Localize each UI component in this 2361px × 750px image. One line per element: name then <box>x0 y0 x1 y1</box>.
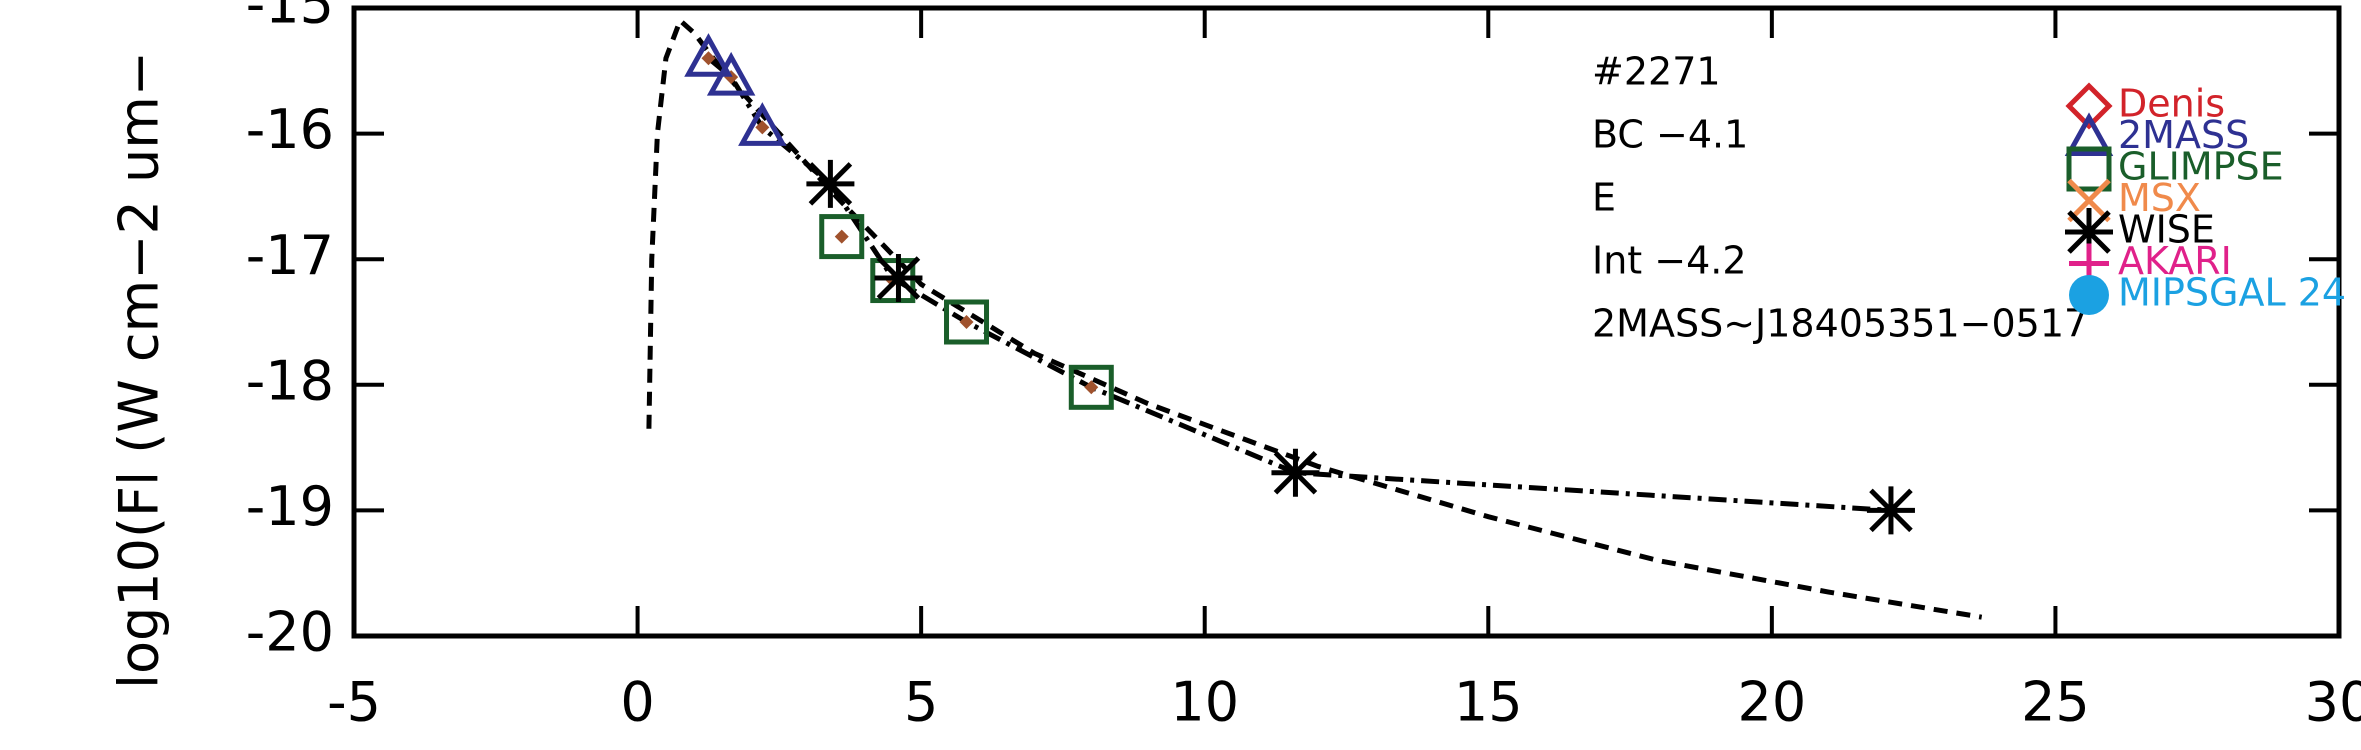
annotation: #2271 <box>1592 50 1721 94</box>
legend-label: 2MASS <box>2118 113 2249 157</box>
x-tick-label: 10 <box>1170 671 1239 734</box>
annotation: Int −4.2 <box>1592 239 1747 283</box>
legend-marker <box>2066 146 2112 192</box>
point <box>684 33 733 77</box>
legend-label: GLIMPSE <box>2118 145 2284 189</box>
point <box>944 299 990 345</box>
legend-label: MSX <box>2118 176 2201 220</box>
y-tick-label: -18 <box>246 349 334 412</box>
point <box>834 229 849 244</box>
y-tick-label: -16 <box>246 98 334 161</box>
point <box>701 51 716 66</box>
legend-marker <box>2064 112 2114 156</box>
point <box>1084 380 1099 395</box>
point <box>755 120 770 135</box>
x-tick-label: 25 <box>2021 671 2090 734</box>
point <box>819 214 865 260</box>
legend-marker <box>2069 275 2109 315</box>
legend-label: Denis <box>2118 82 2225 126</box>
legend-marker <box>2067 178 2111 223</box>
point <box>706 51 756 96</box>
x-tick-label: 15 <box>1454 671 1523 734</box>
y-axis-label: log10(Fl (W cm−2 um− <box>108 51 171 689</box>
x-tick-label: 30 <box>2305 671 2361 734</box>
point <box>1866 486 1915 535</box>
point <box>738 102 787 146</box>
point <box>1271 448 1320 497</box>
annotation: 2MASS~J18405351−0517 <box>1592 302 2088 346</box>
legend-label: AKARI <box>2118 239 2232 283</box>
x-tick-label: 5 <box>904 671 938 734</box>
legend-label: WISE <box>2118 208 2215 252</box>
point <box>959 315 974 329</box>
plot-frame <box>351 5 2342 639</box>
legend-marker <box>2065 208 2113 256</box>
x-tick-label: 20 <box>1737 671 1806 734</box>
point <box>874 254 923 303</box>
annotation: BC −4.1 <box>1592 113 1748 157</box>
x-tick-label: -5 <box>327 671 381 734</box>
y-tick-label: -19 <box>246 475 334 538</box>
legend-marker <box>2065 82 2113 130</box>
point <box>1068 364 1114 410</box>
point <box>870 258 916 304</box>
y-tick-label: -20 <box>246 601 334 664</box>
annotation: E <box>1592 176 1616 220</box>
y-tick-label: -15 <box>246 0 334 36</box>
point <box>806 159 855 208</box>
y-tick-label: -17 <box>246 224 334 287</box>
x-tick-label: 0 <box>620 671 654 734</box>
legend-label: MIPSGAL 24 <box>2118 271 2346 315</box>
